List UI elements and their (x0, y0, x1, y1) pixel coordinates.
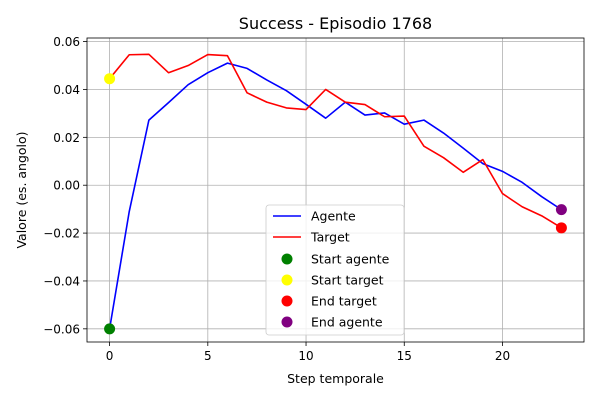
y-tick-label: 0.00 (53, 179, 80, 193)
legend-label: End agente (311, 315, 383, 330)
x-tick-label: 0 (106, 349, 114, 363)
marker-end-agente (555, 204, 567, 216)
plot-markers (104, 73, 567, 335)
y-tick-label: −0.04 (43, 274, 80, 288)
series-line-target (108, 53, 562, 229)
plot-frame (86, 37, 585, 343)
ticks: 0 5 10 15 20 −0.06 −0.04 −0.02 0.00 0.02 0.04 0.06 (43, 35, 510, 363)
x-tick-label: 20 (495, 349, 510, 363)
x-tick-label: 5 (204, 349, 212, 363)
legend-marker-end-agente (281, 316, 293, 328)
y-tick-label: 0.02 (53, 131, 80, 145)
y-tick-label: −0.06 (43, 322, 80, 336)
y-axis-label: Valore (es. angolo) (14, 131, 29, 248)
marker-end-target (555, 222, 567, 234)
marker-start-target (104, 73, 116, 85)
x-tick-label: 15 (397, 349, 412, 363)
marker-start-agente (104, 323, 116, 335)
legend-label: Agente (311, 209, 356, 224)
legend-label: Start target (311, 273, 384, 288)
y-tick-label: −0.02 (43, 227, 80, 241)
plot-series (108, 53, 562, 329)
x-axis-label: Step temporale (287, 371, 384, 386)
x-tick-label: 10 (298, 349, 313, 363)
legend-marker-start-agente (281, 253, 293, 265)
legend-label: End target (311, 294, 377, 309)
legend: Agente Target Start agente Start target End … (265, 204, 405, 336)
legend-label: Target (310, 230, 350, 245)
y-tick-label: 0.04 (53, 83, 80, 97)
legend-marker-start-target (281, 274, 293, 286)
y-tick-label: 0.06 (53, 35, 80, 49)
chart-title: Success - Episodio 1768 (239, 14, 432, 33)
legend-marker-end-target (281, 295, 293, 307)
legend-label: Start agente (311, 252, 390, 267)
